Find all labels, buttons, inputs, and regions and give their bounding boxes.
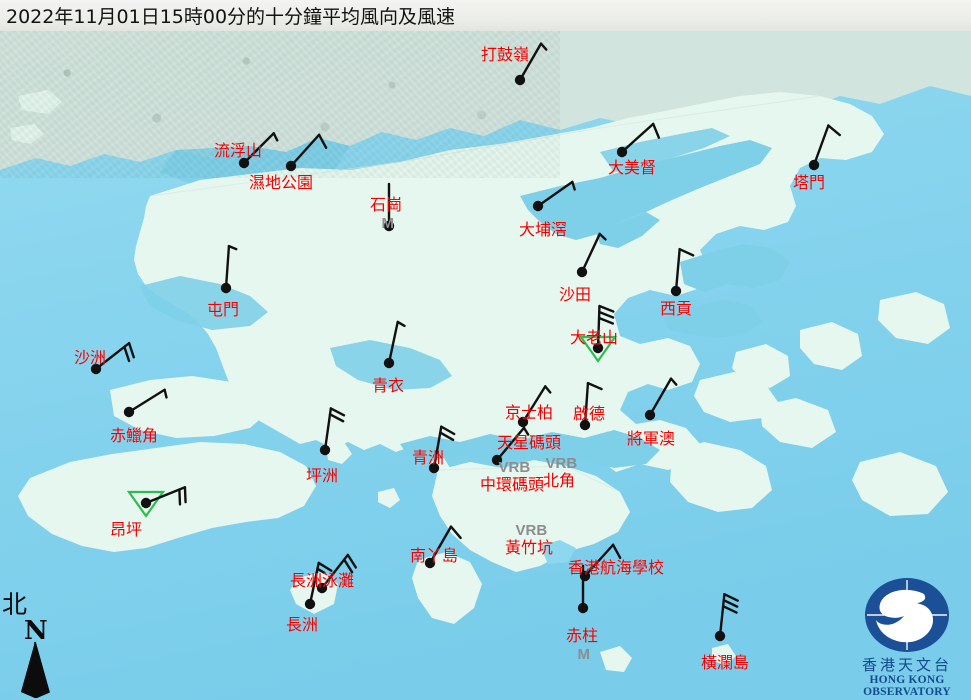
station-label: 大美督 — [608, 158, 657, 177]
tko-east-coast — [670, 442, 772, 512]
missing-data-flag: M — [577, 646, 591, 663]
nw-inlet — [140, 276, 268, 330]
small-island-nw-2 — [10, 124, 44, 144]
station-label: 赤柱 — [566, 626, 599, 645]
station-label: 沙洲 — [74, 348, 107, 367]
station-label: 屯門 — [207, 300, 240, 319]
missing-data-flag: M — [381, 215, 395, 232]
page-title: 2022年11月01日15時00分的十分鐘平均風向及風速 — [6, 6, 456, 28]
title-bar: 2022年11月01日15時00分的十分鐘平均風向及風速 — [0, 0, 971, 31]
station-label: 長洲 — [286, 615, 319, 634]
variable-wind-flag: VRB — [498, 459, 531, 476]
peng-chau-island — [326, 442, 352, 464]
coast-shading — [149, 95, 821, 493]
station-label: 石崗 — [370, 195, 403, 214]
po-toi-island — [600, 646, 632, 672]
sai-kung-water — [680, 244, 790, 292]
station-label: 流浮山 — [214, 141, 263, 160]
station-label: 沙田 — [559, 285, 592, 304]
station-label: 昂坪 — [110, 520, 143, 539]
compass-needle-icon — [21, 641, 50, 700]
waglan-island — [712, 644, 736, 666]
hong-kong-island — [432, 460, 630, 572]
compass-label-cn: 北 — [2, 590, 28, 619]
station-label: 香港航海學校 — [568, 558, 665, 577]
station-label: 坪洲 — [306, 466, 339, 485]
victoria-harbour — [400, 430, 660, 468]
station-label: 橫瀾島 — [701, 653, 750, 672]
compass-rose: 北 N — [2, 590, 74, 700]
south-islands-1 — [852, 452, 948, 516]
station-label: 赤鱲角 — [110, 426, 159, 445]
station-label: 黃竹坑 — [505, 538, 554, 557]
compass-label-en: N — [24, 616, 48, 646]
station-label: 京士柏 — [505, 403, 554, 422]
hko-logo-cn: 香港天文台 — [861, 656, 952, 674]
repulse-bay-notch — [540, 540, 576, 564]
small-island-nw-1 — [18, 90, 62, 114]
station-label: 啟德 — [573, 404, 606, 423]
station-label: 塔門 — [793, 173, 826, 192]
variable-wind-flag: VRB — [545, 455, 578, 472]
hko-emblem-icon — [865, 578, 949, 652]
station-label: 打鼓嶺 — [481, 45, 530, 64]
plover-cove — [600, 128, 730, 172]
station-label: 天星碼頭 — [497, 433, 562, 452]
station-label: 西貢 — [660, 299, 693, 318]
sai-kung-islands-2 — [800, 322, 862, 370]
hko-logo-en: HONG KONG OBSERVATORY — [863, 674, 951, 698]
hei-ling-chau — [378, 488, 400, 508]
station-label: 大老山 — [570, 328, 619, 347]
station-label: 將軍澳 — [627, 429, 676, 448]
clearwater-bay — [694, 372, 778, 422]
station-label: 北角 — [543, 471, 576, 490]
lamma-island — [412, 552, 482, 624]
hko-logo: 香港天文台 HONG KONG OBSERVATORY — [846, 576, 968, 698]
station-label: 長洲泳灘 — [290, 571, 355, 590]
station-label: 青衣 — [372, 376, 405, 395]
tolo-channel — [596, 212, 660, 248]
station-label: 南丫島 — [410, 546, 459, 565]
port-shelter — [664, 300, 762, 338]
mainland-landmass — [0, 28, 971, 170]
station-label: 青洲 — [412, 448, 445, 467]
station-label: 大埔滘 — [519, 220, 568, 239]
ne-islands — [878, 292, 950, 344]
variable-wind-flag: VRB — [515, 522, 548, 539]
station-label: 濕地公園 — [249, 173, 314, 192]
station-label: 中環碼頭 — [480, 475, 545, 494]
tolo-harbour — [520, 140, 772, 240]
sai-kung-islands-3 — [760, 398, 836, 448]
